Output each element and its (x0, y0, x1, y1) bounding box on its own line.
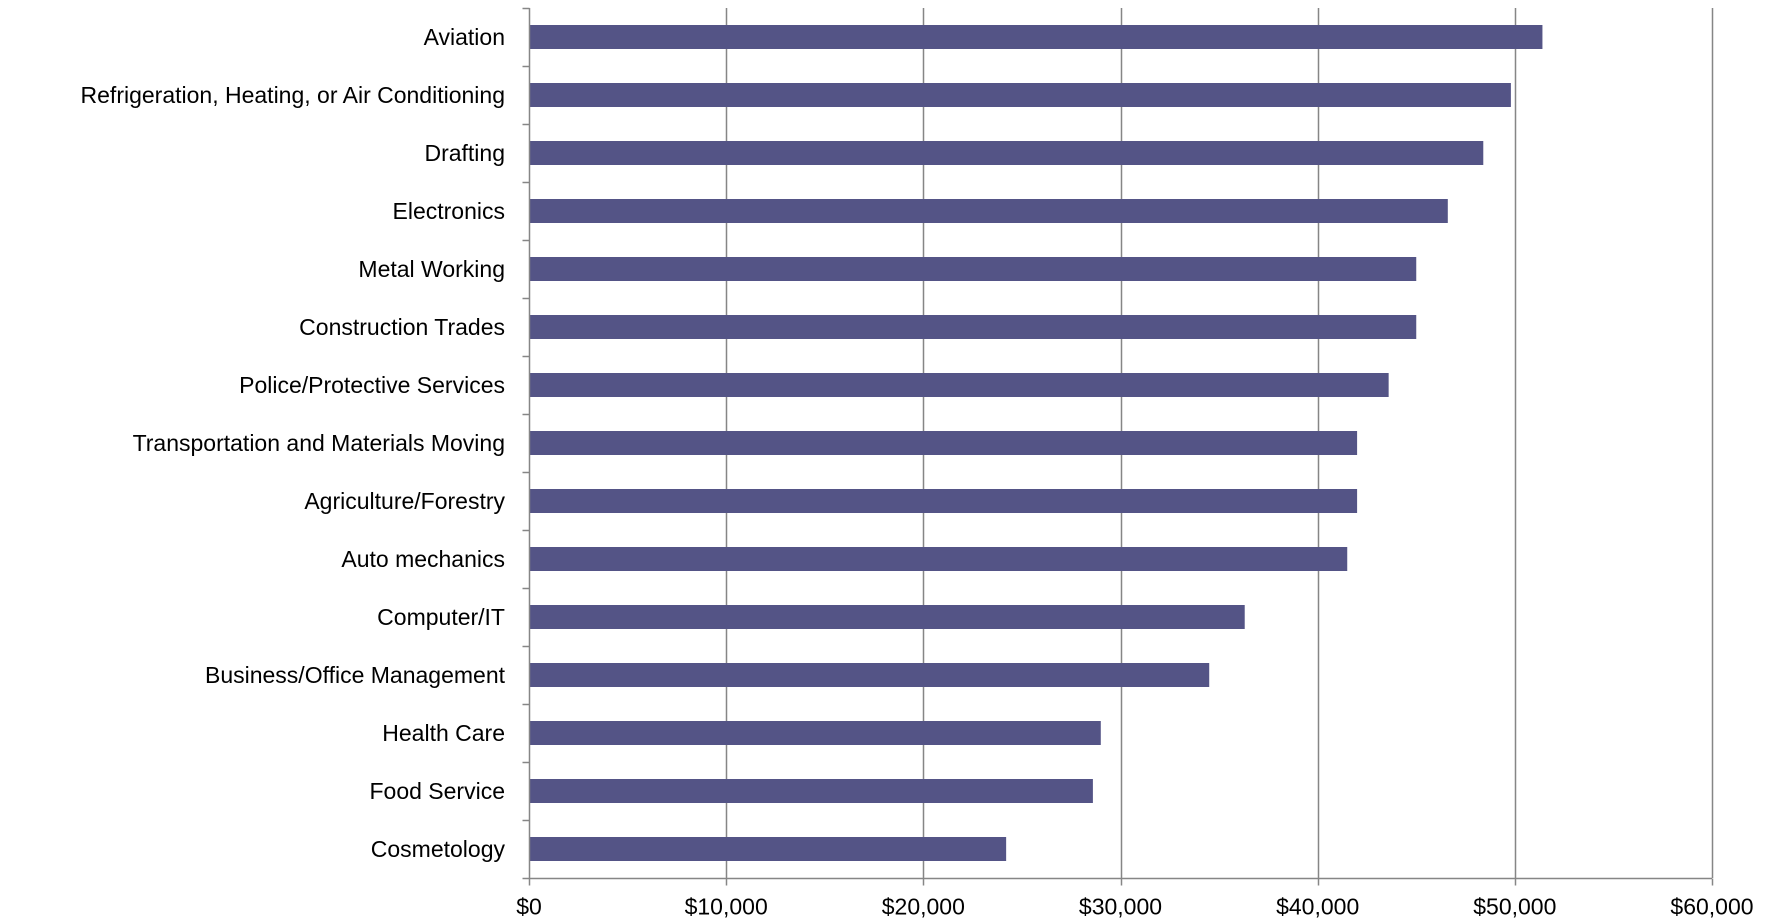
category-label-7: Transportation and Materials Moving (133, 430, 505, 456)
bar-2 (529, 141, 1484, 165)
category-label-5: Construction Trades (299, 314, 505, 340)
bar-7 (529, 431, 1358, 455)
category-label-12: Health Care (382, 720, 505, 746)
bar-10 (529, 605, 1245, 629)
bar-9 (529, 547, 1348, 571)
category-label-13: Food Service (369, 778, 505, 804)
bar-4 (529, 257, 1417, 281)
category-label-9: Auto mechanics (341, 546, 505, 572)
bar-14 (529, 837, 1007, 861)
category-label-11: Business/Office Management (205, 662, 506, 688)
bar-1 (529, 83, 1511, 107)
category-label-4: Metal Working (358, 256, 505, 282)
category-label-6: Police/Protective Services (239, 372, 505, 398)
x-tick-label-0: $0 (516, 894, 542, 920)
category-label-14: Cosmetology (371, 836, 506, 862)
x-tick-label-6: $60,000 (1670, 894, 1753, 920)
x-tick-label-5: $50,000 (1473, 894, 1556, 920)
category-label-1: Refrigeration, Heating, or Air Condition… (81, 82, 505, 108)
x-tick-label-1: $10,000 (685, 894, 768, 920)
bars (529, 25, 1543, 861)
x-tick-label-4: $40,000 (1276, 894, 1359, 920)
x-tick-label-3: $30,000 (1079, 894, 1162, 920)
bar-8 (529, 489, 1358, 513)
category-label-3: Electronics (393, 198, 505, 224)
category-label-2: Drafting (424, 140, 505, 166)
category-label-10: Computer/IT (377, 604, 505, 630)
category-label-8: Agriculture/Forestry (304, 488, 505, 514)
category-label-0: Aviation (424, 24, 505, 50)
bar-5 (529, 315, 1417, 339)
bar-0 (529, 25, 1543, 49)
x-tick-labels: $0 $10,000 $20,000 $30,000 $40,000 $50,000 $60… (516, 894, 1753, 920)
x-tick-label-2: $20,000 (882, 894, 965, 920)
bar-6 (529, 373, 1389, 397)
category-labels: Aviation Refrigeration, Heating, or Air C… (81, 24, 506, 862)
bar-13 (529, 779, 1093, 803)
bar-11 (529, 663, 1210, 687)
bar-3 (529, 199, 1448, 223)
bar-12 (529, 721, 1101, 745)
axes (522, 7, 1714, 886)
